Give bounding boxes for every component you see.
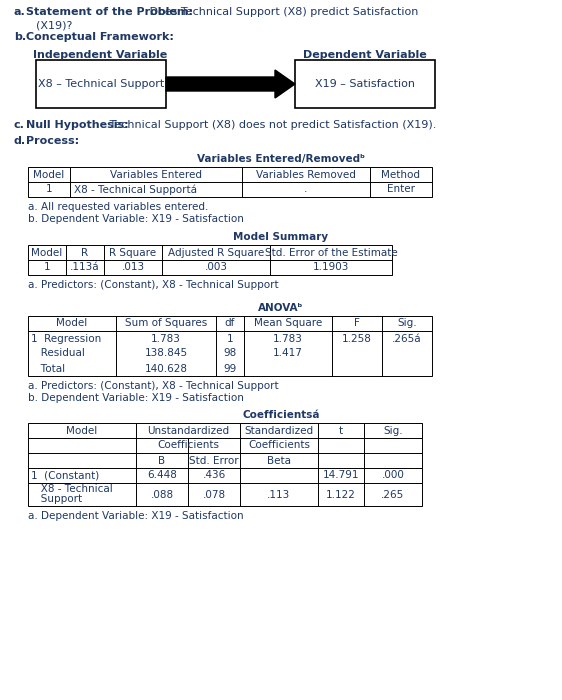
Text: 1.783: 1.783 (273, 333, 303, 344)
Text: Model: Model (66, 426, 98, 435)
Text: Independent Variable: Independent Variable (33, 50, 167, 60)
Text: Total: Total (31, 363, 65, 374)
Text: b. Dependent Variable: X19 - Satisfaction: b. Dependent Variable: X19 - Satisfactio… (28, 214, 244, 224)
Text: .088: .088 (151, 489, 174, 500)
Text: a. Dependent Variable: X19 - Satisfaction: a. Dependent Variable: X19 - Satisfactio… (28, 511, 243, 521)
Text: d.: d. (14, 136, 26, 146)
Text: .013: .013 (121, 262, 144, 272)
Bar (28, 316, 432, 376)
Text: Model Summary: Model Summary (233, 232, 329, 242)
Text: Variables Entered/Removedᵇ: Variables Entered/Removedᵇ (197, 154, 365, 164)
Text: 1: 1 (46, 185, 52, 195)
Text: 99: 99 (223, 363, 237, 374)
Text: .436: .436 (202, 470, 225, 480)
Text: b.: b. (14, 32, 26, 42)
Text: Sig.: Sig. (383, 426, 403, 435)
Text: Coefficients: Coefficients (248, 440, 310, 451)
Text: .265: .265 (382, 489, 405, 500)
Text: Model: Model (56, 318, 88, 328)
Text: 140.628: 140.628 (144, 363, 188, 374)
Text: .113á: .113á (70, 262, 100, 272)
Text: Beta: Beta (267, 456, 291, 466)
Text: a.: a. (14, 7, 26, 17)
Text: Technical Support (X8) does not predict Satisfaction (X19).: Technical Support (X8) does not predict … (106, 120, 436, 130)
Text: 1  (Constant): 1 (Constant) (31, 470, 99, 480)
Text: Null Hypothesis:: Null Hypothesis: (26, 120, 129, 130)
Text: R: R (81, 248, 89, 258)
Text: b. Dependent Variable: X19 - Satisfaction: b. Dependent Variable: X19 - Satisfactio… (28, 393, 244, 403)
Text: Process:: Process: (26, 136, 79, 146)
Text: ANOVAᵇ: ANOVAᵇ (259, 303, 303, 313)
Text: a. Predictors: (Constant), X8 - Technical Support: a. Predictors: (Constant), X8 - Technica… (28, 280, 279, 290)
Text: Unstandardized: Unstandardized (147, 426, 229, 435)
Text: Coefficientsá: Coefficientsá (242, 410, 320, 420)
Text: .000: .000 (382, 470, 405, 480)
Text: R Square: R Square (110, 248, 157, 258)
Text: Residual: Residual (31, 349, 85, 358)
Text: Method: Method (382, 169, 420, 179)
Text: Standardized: Standardized (244, 426, 314, 435)
Text: 14.791: 14.791 (323, 470, 359, 480)
Text: X8 - Technical: X8 - Technical (31, 484, 113, 494)
Text: Std. Error of the Estimate: Std. Error of the Estimate (265, 248, 397, 258)
Text: .: . (304, 185, 307, 195)
Text: 138.845: 138.845 (144, 349, 188, 358)
Text: 1.122: 1.122 (326, 489, 356, 500)
Text: Coefficients: Coefficients (157, 440, 219, 451)
Text: (X19)?: (X19)? (36, 20, 72, 30)
Text: Sig.: Sig. (397, 318, 417, 328)
Polygon shape (166, 70, 295, 98)
Text: X8 - Technical Supportá: X8 - Technical Supportá (74, 184, 197, 195)
Text: 6.448: 6.448 (147, 470, 177, 480)
Bar (28, 245, 392, 275)
Text: 1.1903: 1.1903 (313, 262, 349, 272)
Text: a. All requested variables entered.: a. All requested variables entered. (28, 202, 209, 212)
Bar (36, 60, 166, 108)
Text: Variables Entered: Variables Entered (110, 169, 202, 179)
Text: t: t (339, 426, 343, 435)
Bar (28, 167, 432, 197)
Text: 1.783: 1.783 (151, 333, 181, 344)
Text: 1.258: 1.258 (342, 333, 372, 344)
Text: X8 – Technical Support: X8 – Technical Support (38, 79, 164, 89)
Text: 98: 98 (223, 349, 237, 358)
Text: F: F (354, 318, 360, 328)
Text: 1.417: 1.417 (273, 349, 303, 358)
Bar (28, 423, 422, 506)
Text: B: B (158, 456, 166, 466)
Text: Support: Support (31, 494, 82, 505)
Text: Does Technical Support (X8) predict Satisfaction: Does Technical Support (X8) predict Sati… (146, 7, 418, 17)
Text: Model: Model (33, 169, 65, 179)
Text: Mean Square: Mean Square (254, 318, 322, 328)
Text: Dependent Variable: Dependent Variable (303, 50, 427, 60)
Text: .265á: .265á (392, 333, 422, 344)
Bar (295, 60, 435, 108)
Text: X19 – Satisfaction: X19 – Satisfaction (315, 79, 415, 89)
Text: 1  Regression: 1 Regression (31, 333, 101, 344)
Text: Conceptual Framework:: Conceptual Framework: (26, 32, 174, 42)
Text: Variables Removed: Variables Removed (256, 169, 356, 179)
Text: Statement of the Problem:: Statement of the Problem: (26, 7, 193, 17)
Text: a. Predictors: (Constant), X8 - Technical Support: a. Predictors: (Constant), X8 - Technica… (28, 381, 279, 391)
Text: .003: .003 (205, 262, 228, 272)
Text: .078: .078 (202, 489, 225, 500)
Text: df: df (225, 318, 235, 328)
Text: 1: 1 (226, 333, 233, 344)
Text: Adjusted R Square: Adjusted R Square (168, 248, 264, 258)
Text: c.: c. (14, 120, 25, 130)
Text: .113: .113 (268, 489, 291, 500)
Text: Model: Model (31, 248, 62, 258)
Text: Enter: Enter (387, 185, 415, 195)
Text: Sum of Squares: Sum of Squares (125, 318, 207, 328)
Text: Std. Error: Std. Error (189, 456, 239, 466)
Text: 1: 1 (44, 262, 51, 272)
